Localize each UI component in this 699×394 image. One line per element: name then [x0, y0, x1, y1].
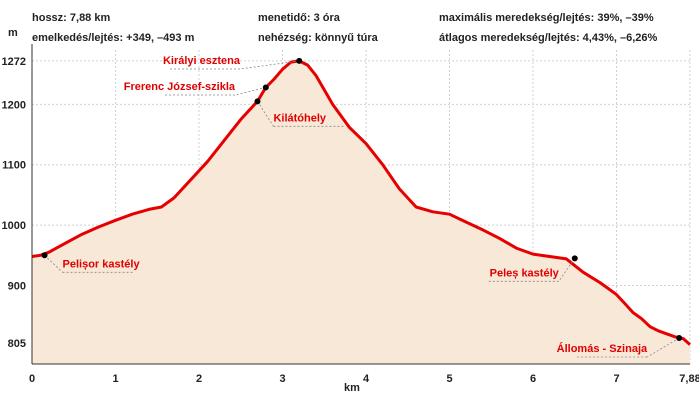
x-tick-label: 1	[112, 373, 118, 385]
x-tick-label: 7,88	[679, 373, 699, 385]
x-axis-label: km	[344, 382, 360, 394]
elevation-area-fill	[32, 60, 690, 365]
poi-leader-line	[558, 258, 576, 282]
x-tick-label: 5	[446, 373, 452, 385]
tick-labels: 0 1 2 3 4 5 6 7 7,88 805 900 1000 1100 1200 1272	[2, 56, 699, 385]
poi-leader-line	[257, 101, 274, 127]
poi-marker	[571, 255, 578, 262]
info-difficulty: nehézség: könnyű túra	[258, 32, 379, 44]
info-time: menetidő: 3 óra	[258, 12, 341, 24]
poi-label: Királyi esztena	[163, 55, 241, 67]
poi-marker	[262, 84, 269, 91]
x-tick-label: 7	[613, 373, 619, 385]
poi-leader-line	[44, 255, 63, 273]
poi-label: Peleș kastély	[490, 267, 560, 279]
poi-leader-line	[239, 60, 300, 70]
axes	[31, 44, 690, 365]
x-tick-label: 3	[279, 373, 285, 385]
y-tick-label: 1272	[2, 56, 26, 68]
info-avg-grade: átlagos meredekség/lejtés: 4,43%, –6,26%	[439, 32, 658, 44]
poi-layer: Pelișor kastély Frerenc József-szikla Kirá…	[41, 55, 683, 358]
y-tick-label: 1100	[2, 160, 26, 172]
y-tick-label: 900	[8, 281, 26, 293]
info-elevation: emelkedés/lejtés: +349, –493 m	[32, 32, 195, 44]
poi-marker	[41, 252, 48, 259]
poi-marker	[254, 98, 261, 105]
y-axis-label: m	[8, 27, 18, 39]
y-tick-label: 1000	[2, 220, 26, 232]
poi-label: Pelișor kastély	[63, 258, 141, 270]
x-tick-label: 6	[530, 373, 536, 385]
info-length: hossz: 7,88 km	[32, 12, 110, 24]
area-layer	[31, 59, 692, 365]
info-max-grade: maximális meredekség/lejtés: 39%, –39%	[439, 12, 654, 24]
poi-marker	[676, 335, 683, 342]
poi-label: Állomás - Szinaja	[557, 342, 648, 355]
x-tick-label: 0	[29, 373, 35, 385]
poi-marker	[296, 57, 303, 64]
y-tick-label: 1200	[2, 99, 26, 111]
x-tick-label: 4	[363, 373, 370, 385]
poi-label: Kilátóhely	[273, 112, 326, 124]
elevation-line	[31, 59, 692, 346]
x-tick-label: 2	[196, 373, 202, 385]
poi-label: Frerenc József-szikla	[124, 81, 236, 93]
y-tick-label: 805	[8, 338, 26, 350]
poi-leader-line	[234, 87, 266, 96]
